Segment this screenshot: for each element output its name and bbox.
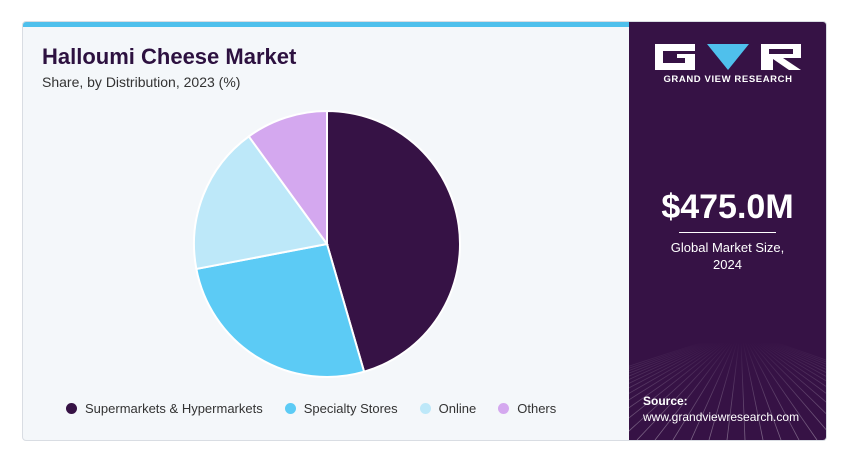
chart-panel: Halloumi Cheese Market Share, by Distrib… [23, 22, 629, 440]
page-title: Halloumi Cheese Market [42, 44, 297, 69]
pie-chart [193, 109, 461, 378]
legend-label: Others [517, 401, 557, 416]
source-url: www.grandviewresearch.com [643, 410, 800, 424]
pie-slice-supermarkets-hypermarkets [326, 109, 461, 373]
legend-label: Specialty Stores [303, 401, 398, 416]
market-size-label-line1: Global Market Size, [670, 240, 785, 255]
pie-slice-specialty-stores [195, 242, 366, 378]
brand-logo: GRAND VIEW RESEARCH [655, 44, 801, 85]
source-note: Source: www.grandviewresearch.com [643, 393, 799, 425]
legend-swatch [284, 403, 296, 414]
stat-divider [679, 232, 776, 233]
page-subtitle: Share, by Distribution, 2023 (%) [42, 74, 241, 90]
legend-item: Specialty Stores [284, 401, 398, 416]
legend-label: Online [438, 401, 477, 416]
legend-item: Others [498, 401, 556, 416]
accent-bar [23, 22, 629, 27]
grid-decoration [629, 341, 826, 440]
source-title: Source: [643, 394, 688, 408]
market-size-label: Global Market Size, 2024 [629, 239, 826, 273]
pie-slice-online [193, 135, 329, 271]
pie-slice-others [247, 109, 328, 248]
legend-swatch [419, 403, 431, 414]
chart-legend: Supermarkets & Hypermarkets Specialty Sto… [66, 401, 578, 416]
logo-mark-icon [655, 44, 801, 70]
legend-swatch [66, 403, 77, 414]
legend-label: Supermarkets & Hypermarkets [85, 401, 263, 416]
brand-name: GRAND VIEW RESEARCH [663, 74, 793, 85]
info-panel: GRAND VIEW RESEARCH $475.0M Global Marke… [629, 22, 826, 440]
market-size-value: $475.0M [661, 188, 794, 226]
legend-item: Online [419, 401, 477, 416]
legend-swatch [498, 403, 510, 414]
legend-item: Supermarkets & Hypermarkets [66, 401, 263, 416]
report-card: Halloumi Cheese Market Share, by Distrib… [22, 21, 827, 441]
market-size-label-line2: 2024 [713, 257, 742, 272]
